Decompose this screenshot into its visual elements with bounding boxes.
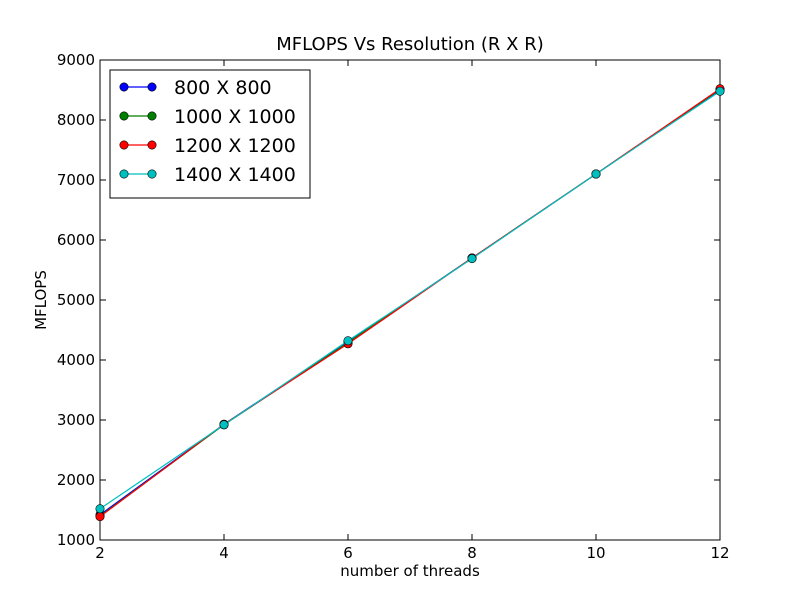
data-point-3 [715, 86, 725, 96]
data-point-2 [95, 512, 105, 522]
y-axis-label: MFLOPS [32, 270, 50, 330]
y-tick-label: 6000 [57, 231, 95, 249]
chart-title: MFLOPS Vs Resolution (R X R) [276, 34, 543, 55]
plot-area: 2 4 6 8 10 12 1000 2000 3000 4000 5000 6000 7000 8000… [57, 51, 730, 562]
y-tick-label: 1000 [57, 531, 95, 549]
legend-box [109, 69, 311, 199]
legend: 800 X 800 1000 X 1000 1200 X 1200 1400 X 14… [109, 69, 311, 199]
y-tick-label: 9000 [57, 51, 95, 69]
legend-marker [119, 140, 129, 150]
y-tick-label: 2000 [57, 471, 95, 489]
legend-marker [119, 111, 129, 121]
legend-marker [147, 111, 157, 121]
legend-marker [147, 169, 157, 179]
series-line-3 [99, 90, 721, 510]
data-point-3 [219, 420, 229, 430]
data-point-3 [467, 254, 477, 264]
x-tick-label: 6 [343, 544, 353, 562]
legend-label: 1000 X 1000 [174, 106, 296, 128]
legend-marker [119, 82, 129, 92]
x-tick-label: 2 [95, 544, 105, 562]
data-point-3 [591, 169, 601, 179]
y-tick-label: 7000 [57, 171, 95, 189]
y-tick-label: 5000 [57, 291, 95, 309]
data-point-3 [343, 336, 353, 346]
y-tick-label: 8000 [57, 111, 95, 129]
legend-label: 800 X 800 [174, 77, 272, 99]
x-tick-label: 10 [586, 544, 605, 562]
y-tick-label: 3000 [57, 411, 95, 429]
legend-marker [147, 140, 157, 150]
y-tick-label: 4000 [57, 351, 95, 369]
legend-marker [147, 82, 157, 92]
x-axis-label: number of threads [340, 562, 480, 580]
legend-label: 1200 X 1200 [174, 135, 296, 157]
x-tick-label: 8 [467, 544, 477, 562]
x-tick-label: 12 [710, 544, 729, 562]
data-point-3 [95, 504, 105, 514]
legend-label: 1400 X 1400 [174, 164, 296, 186]
legend-marker [119, 169, 129, 179]
x-tick-label: 4 [219, 544, 229, 562]
